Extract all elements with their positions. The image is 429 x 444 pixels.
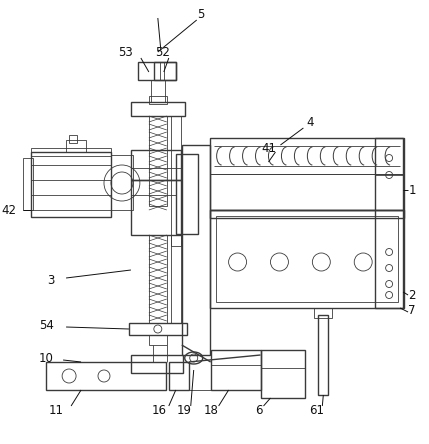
Text: 41: 41	[261, 142, 276, 155]
Bar	[23, 158, 33, 210]
Bar	[182, 145, 210, 355]
Bar	[69, 135, 77, 143]
Text: 42: 42	[2, 203, 17, 217]
Bar	[151, 80, 165, 102]
Text: 18: 18	[203, 404, 218, 416]
Bar	[314, 308, 332, 318]
Bar	[171, 116, 181, 246]
Bar	[211, 350, 260, 390]
Bar	[149, 116, 167, 206]
Bar	[31, 152, 111, 217]
Bar	[149, 335, 167, 345]
Text: 10: 10	[39, 352, 54, 365]
Bar	[210, 138, 404, 174]
Text: 54: 54	[39, 318, 54, 332]
Bar	[111, 155, 133, 210]
Text: 16: 16	[151, 404, 166, 416]
Bar	[210, 138, 404, 210]
Text: 52: 52	[155, 45, 170, 59]
Bar	[131, 355, 183, 373]
Bar	[131, 102, 185, 116]
Text: 6: 6	[255, 404, 262, 416]
Text: 61: 61	[309, 404, 324, 416]
Text: 3: 3	[48, 274, 55, 286]
Bar	[129, 323, 187, 335]
Bar	[210, 210, 404, 218]
Text: 53: 53	[118, 45, 133, 59]
Bar	[66, 140, 86, 152]
Text: 2: 2	[408, 289, 416, 301]
Bar	[149, 96, 167, 104]
Bar	[138, 62, 176, 80]
Bar	[318, 315, 328, 395]
Bar	[46, 362, 166, 390]
Text: 19: 19	[176, 404, 191, 416]
Bar	[131, 180, 181, 235]
Text: 4: 4	[307, 115, 314, 128]
Bar	[171, 235, 181, 323]
Text: 1: 1	[408, 183, 416, 197]
Text: 5: 5	[197, 8, 204, 21]
Bar	[169, 362, 189, 390]
Text: 7: 7	[408, 304, 416, 317]
Bar	[154, 62, 176, 80]
Bar	[31, 148, 111, 156]
Bar	[260, 350, 305, 398]
Bar	[375, 138, 403, 308]
Bar	[216, 216, 398, 302]
Text: 11: 11	[48, 404, 63, 416]
Bar	[210, 210, 404, 308]
Bar	[131, 150, 181, 180]
Bar	[149, 235, 167, 323]
Bar	[176, 154, 198, 234]
